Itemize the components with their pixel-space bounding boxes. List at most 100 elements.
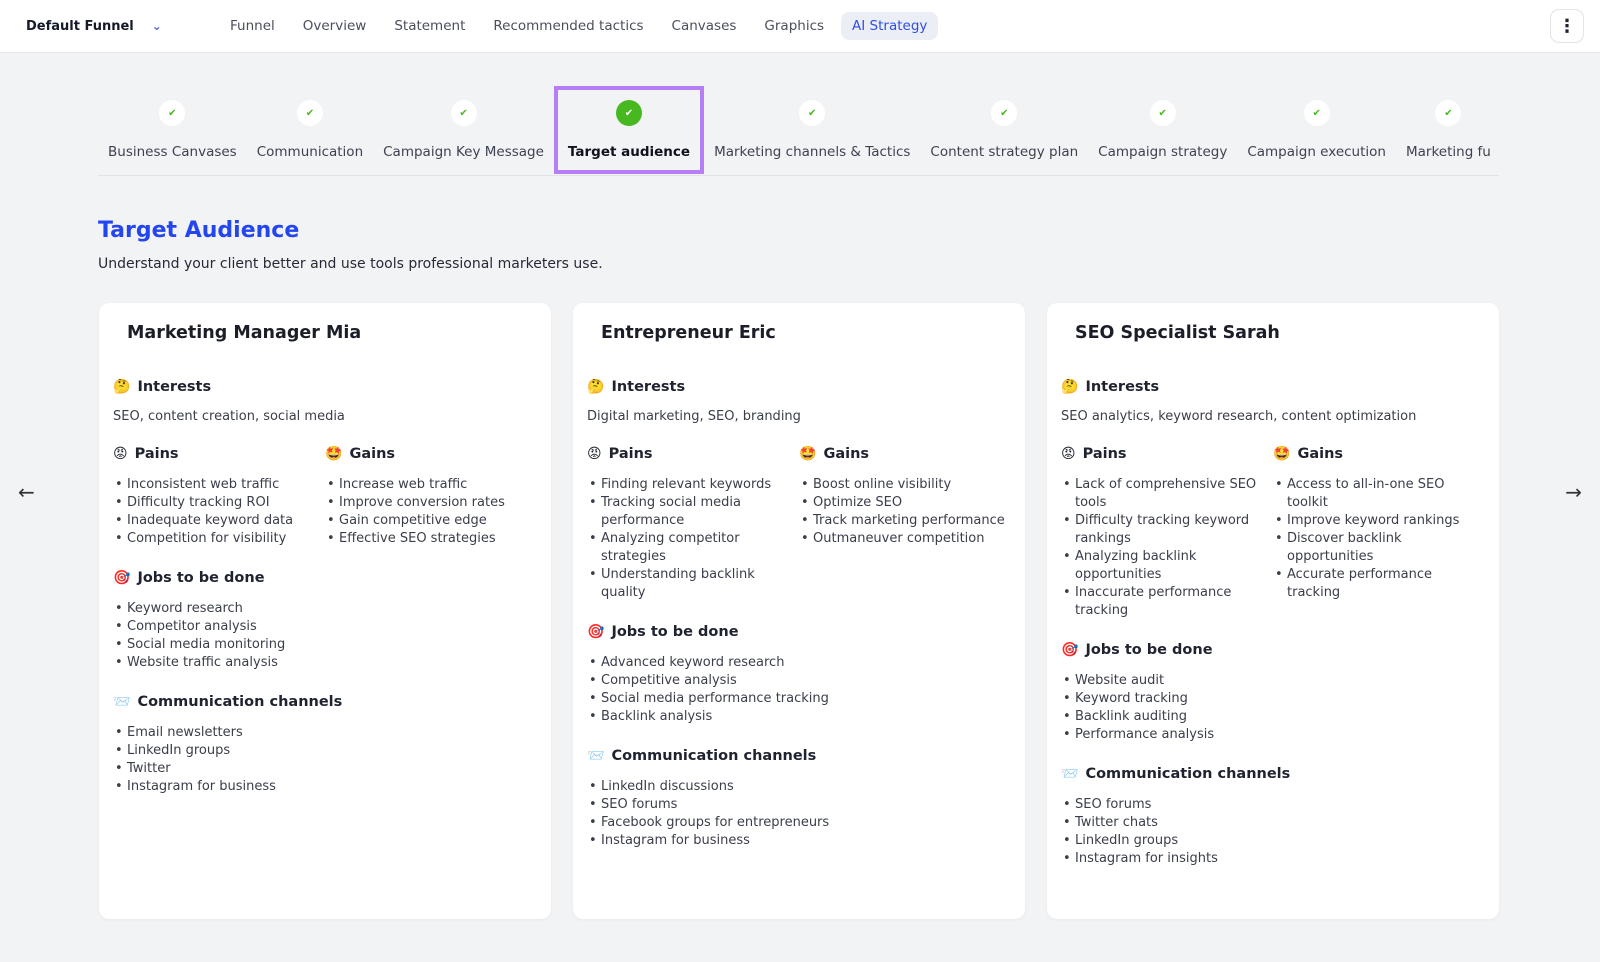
interests-text: SEO analytics, keyword research, content… — [1061, 409, 1417, 424]
more-options-button[interactable]: ⋮ — [1550, 9, 1584, 43]
step-label: Business Canvases — [108, 144, 237, 160]
list-item: Discover backlink opportunities — [1273, 530, 1485, 566]
step-label: Content strategy plan — [930, 144, 1079, 160]
nav-tab-statement[interactable]: Statement — [394, 18, 466, 34]
persona-name: Marketing Manager Mia — [127, 323, 362, 343]
pains-list: Inconsistent web trafficDifficulty track… — [113, 476, 325, 548]
nav-tab-funnel[interactable]: Funnel — [230, 18, 275, 34]
section-heading: 🤔 Interests — [113, 379, 537, 395]
channels-list: Email newslettersLinkedIn groupsTwitterI… — [113, 724, 537, 796]
funnel-name: Default Funnel — [26, 18, 134, 34]
list-item: Backlink analysis — [587, 708, 1011, 726]
nav-tab-graphics[interactable]: Graphics — [764, 18, 825, 34]
list-item: Understanding backlink quality — [587, 566, 799, 602]
gains-list: Increase web trafficImprove conversion r… — [325, 476, 537, 548]
thinking-face-icon: 🤔 — [1061, 379, 1079, 395]
section-heading: 🤔 Interests — [587, 379, 1011, 395]
list-item: Competition for visibility — [113, 530, 325, 548]
star-struck-icon: 🤩 — [325, 446, 343, 462]
step-progress: ✔ Business Canvases ✔ Communication ✔ Campaig… — [98, 86, 1499, 176]
arrow-left-icon[interactable]: ← — [18, 480, 35, 504]
jobs-list: Advanced keyword researchCompetitive ana… — [587, 654, 1011, 726]
list-item: SEO forums — [587, 796, 1011, 814]
funnel-selector[interactable]: Default Funnel ⌄ — [26, 19, 219, 34]
list-item: Inconsistent web traffic — [113, 476, 325, 494]
section-title: Communication channels — [611, 748, 817, 764]
check-icon: ✔ — [616, 100, 642, 126]
nav-tab-canvases[interactable]: Canvases — [671, 18, 737, 34]
channels-list: SEO forumsTwitter chatsLinkedIn groupsIn… — [1061, 796, 1485, 868]
list-item: Improve keyword rankings — [1273, 512, 1485, 530]
step-item[interactable]: ✔ Campaign Key Message — [373, 86, 554, 174]
list-item: Gain competitive edge — [325, 512, 537, 530]
check-icon: ✔ — [159, 100, 186, 126]
star-struck-icon: 🤩 — [799, 446, 817, 462]
section-title: Pains — [1082, 446, 1127, 462]
angry-face-icon: 😡 — [113, 446, 128, 462]
check-icon: ✔ — [1149, 100, 1176, 126]
list-item: Keyword research — [113, 600, 537, 618]
page-subtitle: Understand your client better and use to… — [98, 256, 603, 272]
target-icon: 🎯 — [1061, 642, 1079, 658]
target-icon: 🎯 — [113, 570, 131, 586]
check-icon: ✔ — [1303, 100, 1330, 126]
persona-cards: Marketing Manager Mia 🤔 Interests SEO, cont… — [99, 303, 1499, 919]
jobs-list: Keyword researchCompetitor analysisSocia… — [113, 600, 537, 672]
list-item: Email newsletters — [113, 724, 537, 742]
interests-text: Digital marketing, SEO, branding — [587, 409, 801, 424]
section-heading: 📨 Communication channels — [587, 748, 1011, 764]
step-label: Communication — [256, 144, 364, 160]
page-title: Target Audience — [98, 218, 300, 243]
step-item[interactable]: ✔ Marketing fu — [1396, 86, 1499, 174]
list-item: Instagram for insights — [1061, 850, 1485, 868]
step-item[interactable]: ✔ Communication — [247, 86, 373, 174]
section-heading: 📨 Communication channels — [113, 694, 537, 710]
check-icon: ✔ — [296, 100, 323, 126]
step-item[interactable]: ✔ Campaign execution — [1237, 86, 1396, 174]
star-struck-icon: 🤩 — [1273, 446, 1291, 462]
section-heading: 📨 Communication channels — [1061, 766, 1485, 782]
check-icon: ✔ — [991, 100, 1018, 126]
nav-tab-ai-strategy[interactable]: AI Strategy — [841, 12, 939, 40]
list-item: LinkedIn groups — [1061, 832, 1485, 850]
list-item: Website audit — [1061, 672, 1485, 690]
list-item: Competitive analysis — [587, 672, 1011, 690]
section-heading: 🎯 Jobs to be done — [587, 624, 1011, 640]
list-item: Effective SEO strategies — [325, 530, 537, 548]
thinking-face-icon: 🤔 — [587, 379, 605, 395]
list-item: Outmaneuver competition — [799, 530, 1011, 548]
step-item[interactable]: ✔ Target audience — [553, 86, 705, 174]
persona-card: Entrepreneur Eric 🤔 Interests Digital marke… — [573, 303, 1025, 919]
list-item: Accurate performance tracking — [1273, 566, 1485, 602]
list-item: Facebook groups for entrepreneurs — [587, 814, 1011, 832]
step-item[interactable]: ✔ Content strategy plan — [920, 86, 1088, 174]
target-icon: 🎯 — [587, 624, 605, 640]
section-heading: 😡 Pains — [113, 446, 325, 462]
nav-tab-recommended-tactics[interactable]: Recommended tactics — [493, 18, 644, 34]
arrow-right-icon[interactable]: → — [1565, 480, 1582, 504]
list-item: Backlink auditing — [1061, 708, 1485, 726]
list-item: Boost online visibility — [799, 476, 1011, 494]
list-item: Twitter — [113, 760, 537, 778]
top-bar: Default Funnel ⌄ Funnel Overview Statement R… — [0, 0, 1600, 53]
section-title: Gains — [823, 446, 870, 462]
list-item: Keyword tracking — [1061, 690, 1485, 708]
step-item[interactable]: ✔ Campaign strategy — [1088, 86, 1237, 174]
list-item: Tracking social media performance — [587, 494, 799, 530]
main-nav: Funnel Overview Statement Recommended tacti… — [219, 12, 939, 40]
nav-tab-overview[interactable]: Overview — [302, 18, 367, 34]
list-item: Social media monitoring — [113, 636, 537, 654]
list-item: Track marketing performance — [799, 512, 1011, 530]
check-icon: ✔ — [799, 100, 826, 126]
section-heading: 🤩 Gains — [1273, 446, 1485, 462]
envelope-icon: 📨 — [587, 748, 605, 764]
angry-face-icon: 😡 — [1061, 446, 1076, 462]
step-item[interactable]: ✔ Marketing channels & Tactics — [704, 86, 920, 174]
persona-name: SEO Specialist Sarah — [1075, 323, 1280, 343]
step-label: Target audience — [567, 144, 691, 160]
list-item: Access to all-in-one SEO toolkit — [1273, 476, 1485, 512]
section-title: Pains — [608, 446, 653, 462]
envelope-icon: 📨 — [1061, 766, 1079, 782]
section-heading: 🤔 Interests — [1061, 379, 1485, 395]
step-item[interactable]: ✔ Business Canvases — [98, 86, 247, 174]
